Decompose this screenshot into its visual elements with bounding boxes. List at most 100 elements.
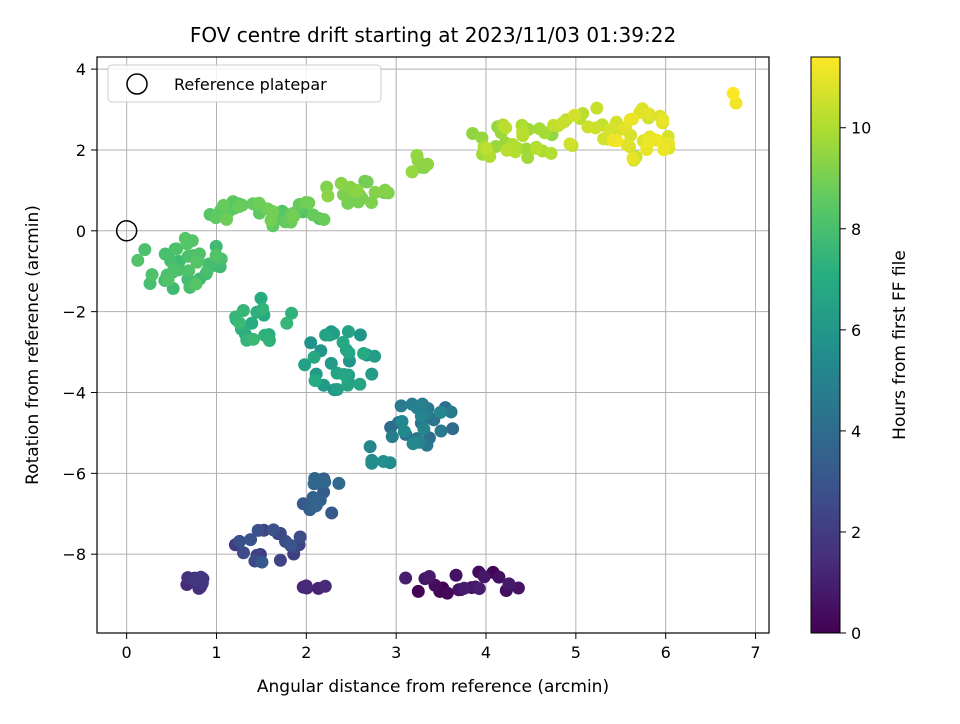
data-point: [145, 268, 159, 282]
data-point: [421, 157, 435, 171]
data-point: [417, 422, 431, 436]
data-point: [502, 577, 516, 591]
data-point: [589, 121, 603, 135]
data-point: [363, 440, 377, 454]
data-point: [365, 456, 379, 470]
data-point: [422, 569, 436, 583]
data-point: [440, 586, 454, 600]
data-point: [477, 570, 491, 584]
data-point: [410, 149, 424, 163]
data-point: [364, 196, 378, 210]
data-point: [350, 184, 364, 198]
data-point: [357, 347, 371, 361]
data-point: [131, 253, 145, 267]
data-point: [334, 176, 348, 190]
y-tick-label: 2: [76, 141, 86, 160]
grid: [97, 57, 769, 633]
x-tick-label: 4: [481, 643, 491, 662]
data-point: [170, 242, 184, 256]
data-point: [353, 377, 367, 391]
data-point: [434, 424, 448, 438]
data-point: [251, 523, 265, 537]
data-point: [399, 571, 413, 585]
y-tick-label: 4: [76, 60, 86, 79]
data-point: [342, 346, 356, 360]
x-axis-ticks: 0 1 2 3 4 5 6 7: [122, 633, 761, 662]
data-point: [521, 151, 535, 165]
y-tick-label: −2: [62, 303, 86, 322]
data-point: [266, 523, 280, 537]
data-point: [220, 212, 234, 226]
data-point: [626, 151, 640, 165]
data-point: [642, 107, 656, 121]
y-tick-label: −6: [62, 464, 86, 483]
data-point: [200, 265, 214, 279]
data-point: [650, 133, 664, 147]
data-point: [307, 350, 321, 364]
data-point: [368, 349, 382, 363]
data-point: [411, 584, 425, 598]
data-point: [656, 113, 670, 127]
data-point: [620, 138, 634, 152]
data-point: [353, 328, 367, 342]
data-point: [307, 477, 321, 491]
data-point: [472, 582, 486, 596]
data-point: [405, 165, 419, 179]
colorbar-tick-label: 8: [851, 220, 861, 239]
legend-entry-reference-platepar: Reference platepar: [174, 75, 327, 94]
data-point: [318, 579, 332, 593]
data-point: [232, 200, 246, 214]
data-point: [407, 436, 421, 450]
data-point: [273, 553, 287, 567]
data-point: [182, 264, 196, 278]
legend: Reference platepar: [107, 64, 382, 103]
data-point: [262, 334, 276, 348]
data-point: [308, 374, 322, 388]
data-point: [480, 142, 494, 156]
data-point: [360, 175, 374, 189]
colorbar-tick-label: 6: [851, 321, 861, 340]
data-point: [499, 121, 513, 135]
x-axis-label: Angular distance from reference (arcmin): [257, 677, 609, 697]
data-point: [538, 126, 552, 140]
data-point: [254, 291, 268, 305]
data-point: [726, 86, 740, 100]
colorbar-tick-label: 2: [851, 523, 861, 542]
data-point: [606, 134, 620, 148]
data-point: [237, 546, 251, 560]
data-point: [657, 143, 671, 157]
data-point: [319, 328, 333, 342]
data-point: [385, 430, 399, 444]
data-point: [309, 499, 323, 513]
data-point: [414, 409, 428, 423]
colorbar-tick-label: 0: [851, 624, 861, 643]
x-tick-label: 1: [211, 643, 221, 662]
data-point: [368, 185, 382, 199]
data-point: [233, 534, 247, 548]
x-tick-label: 5: [571, 643, 581, 662]
y-axis-label: Rotation from reference (arcmin): [23, 205, 43, 485]
data-point: [190, 255, 204, 269]
legend-box: [107, 64, 382, 103]
data-point: [209, 239, 223, 253]
data-point: [336, 335, 350, 349]
data-point: [284, 539, 298, 553]
colorbar-tick-label: 4: [851, 422, 861, 441]
x-tick-label: 3: [391, 643, 401, 662]
data-point: [189, 573, 203, 587]
reference-platepar-marker: [115, 220, 138, 242]
data-point: [325, 506, 339, 520]
data-point: [264, 213, 278, 227]
data-point: [729, 96, 743, 110]
data-point: [189, 277, 203, 291]
data-point: [167, 263, 181, 277]
data-point: [529, 141, 543, 155]
y-tick-label: −8: [62, 545, 86, 564]
y-tick-label: 0: [76, 222, 86, 241]
data-point: [246, 332, 260, 346]
x-tick-label: 7: [750, 643, 760, 662]
data-point: [324, 356, 338, 370]
data-point: [341, 325, 355, 339]
data-point: [287, 210, 301, 224]
